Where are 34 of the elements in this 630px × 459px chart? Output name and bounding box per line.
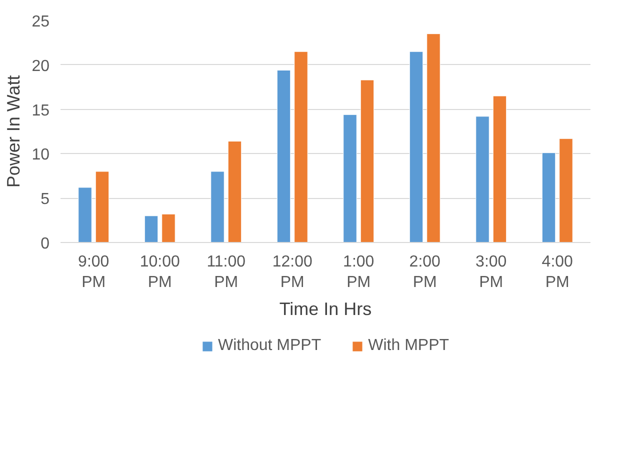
x-tick-label: 12:00 PM [272, 254, 312, 291]
bar [426, 34, 440, 242]
y-axis-title: Power In Watt [4, 75, 24, 188]
bar [542, 152, 556, 242]
x-tick-label: 10:00 PM [140, 254, 180, 291]
bar [162, 214, 176, 242]
bar [294, 51, 308, 242]
bar [559, 138, 573, 242]
y-tick-label: 25 [32, 14, 50, 30]
bar [409, 51, 424, 242]
bar [492, 96, 507, 242]
bar [276, 70, 291, 242]
bar [228, 141, 242, 242]
x-tick-label: 1:00 PM [343, 254, 374, 291]
x-axis-title: Time In Hrs [279, 298, 372, 319]
x-tick-label: 11:00 PM [206, 254, 246, 291]
bar [144, 216, 158, 242]
bar [210, 171, 224, 242]
bar [95, 171, 110, 242]
y-tick-label: 0 [40, 236, 50, 252]
x-tick-label: 2:00 PM [409, 254, 441, 291]
bar [78, 187, 92, 242]
y-tick-label: 15 [32, 102, 50, 120]
bar [360, 80, 374, 242]
legend-label: Without MPPT [218, 337, 322, 355]
y-tick-label: 10 [32, 146, 50, 164]
bar [343, 114, 357, 242]
x-tick-label: 9:00 PM [78, 254, 110, 291]
y-tick-label: 5 [40, 191, 50, 208]
bar [476, 116, 490, 242]
y-tick-label: 20 [32, 58, 50, 75]
x-tick-label: 3:00 PM [476, 254, 507, 291]
x-tick-label: 4:00 PM [542, 254, 574, 291]
legend-label: With MPPT [368, 337, 450, 355]
